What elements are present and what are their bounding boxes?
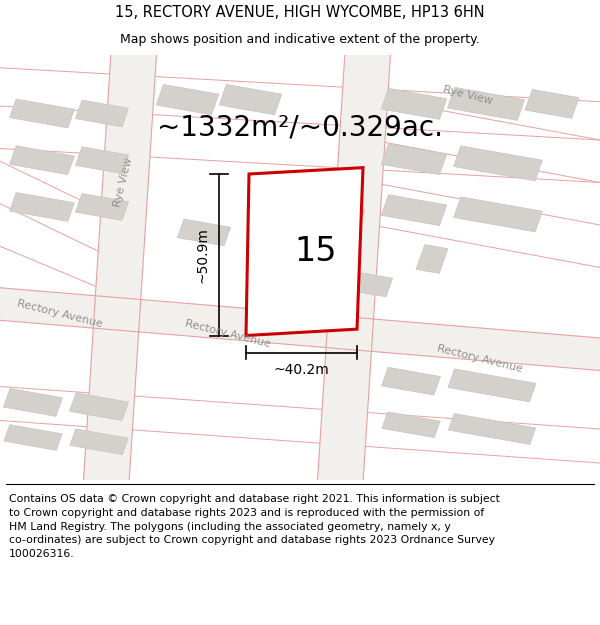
Text: Rectory Avenue: Rectory Avenue — [436, 343, 524, 374]
Polygon shape — [76, 100, 128, 127]
Text: Rye View: Rye View — [442, 84, 494, 106]
Polygon shape — [262, 221, 338, 252]
Polygon shape — [0, 286, 600, 372]
Text: Contains OS data © Crown copyright and database right 2021. This information is : Contains OS data © Crown copyright and d… — [9, 494, 500, 559]
Polygon shape — [382, 368, 440, 395]
Polygon shape — [4, 389, 62, 416]
Polygon shape — [381, 194, 447, 226]
Polygon shape — [454, 146, 542, 181]
Text: ~40.2m: ~40.2m — [274, 362, 329, 376]
Polygon shape — [454, 197, 542, 232]
Polygon shape — [337, 207, 365, 239]
Text: Rectory Avenue: Rectory Avenue — [184, 318, 272, 349]
Polygon shape — [448, 88, 524, 121]
Polygon shape — [219, 84, 282, 115]
Polygon shape — [76, 194, 128, 221]
Polygon shape — [156, 84, 219, 115]
Polygon shape — [82, 33, 158, 502]
Polygon shape — [381, 144, 447, 174]
Polygon shape — [382, 412, 440, 437]
Polygon shape — [416, 244, 448, 273]
Text: ~50.9m: ~50.9m — [195, 227, 209, 282]
Polygon shape — [178, 219, 230, 246]
Polygon shape — [10, 192, 74, 221]
Polygon shape — [10, 146, 74, 174]
Text: ~1332m²/~0.329ac.: ~1332m²/~0.329ac. — [157, 113, 443, 141]
Text: 15: 15 — [295, 235, 337, 268]
Polygon shape — [76, 147, 128, 174]
Polygon shape — [70, 429, 128, 454]
Text: Rye View: Rye View — [112, 157, 134, 208]
Polygon shape — [381, 88, 447, 119]
Text: Rectory Avenue: Rectory Avenue — [16, 299, 104, 330]
Polygon shape — [448, 414, 536, 444]
Polygon shape — [246, 168, 363, 336]
Polygon shape — [10, 99, 74, 128]
Polygon shape — [340, 270, 392, 297]
Polygon shape — [448, 369, 536, 402]
Polygon shape — [4, 424, 62, 451]
Polygon shape — [525, 89, 579, 118]
Text: 15, RECTORY AVENUE, HIGH WYCOMBE, HP13 6HN: 15, RECTORY AVENUE, HIGH WYCOMBE, HP13 6… — [115, 4, 485, 19]
Polygon shape — [316, 33, 392, 502]
Text: Map shows position and indicative extent of the property.: Map shows position and indicative extent… — [120, 33, 480, 46]
Polygon shape — [70, 392, 128, 421]
